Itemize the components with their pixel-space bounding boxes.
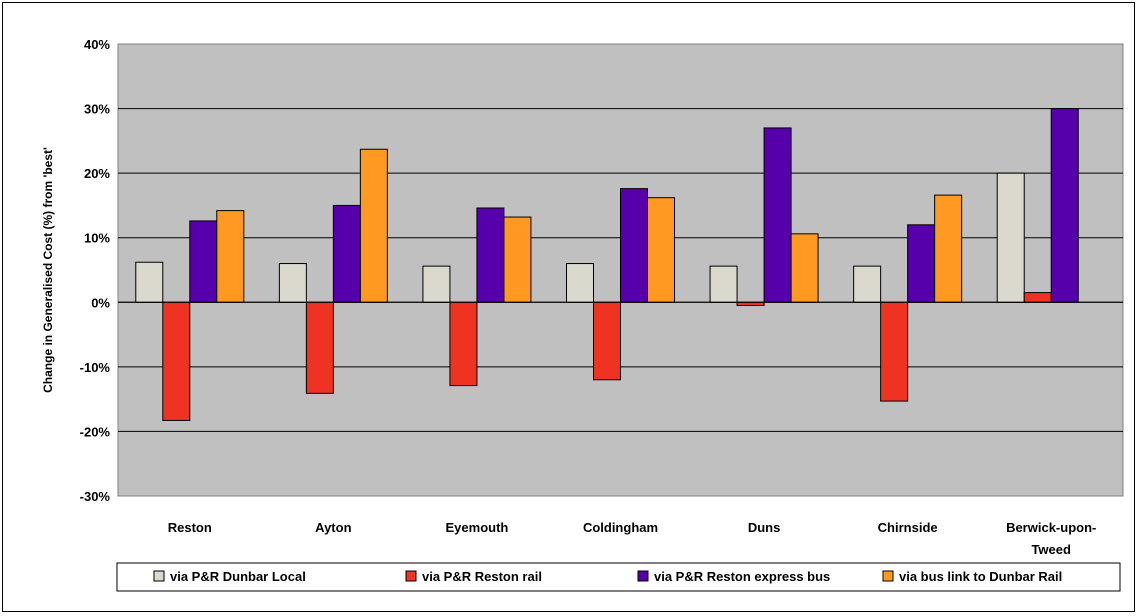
legend-swatch-dunbar-local [153, 570, 165, 582]
legend-swatch-reston-express-bus [637, 570, 649, 582]
y-axis-tick-labels: -30% -20% -10% 0% 10% 20% 30% 40% [80, 37, 111, 504]
x-tick-label: Coldingham [583, 520, 658, 535]
y-tick-label: -10% [80, 360, 111, 375]
x-tick-label: Berwick-upon-Tweed [1006, 520, 1096, 557]
legend-label-dunbar-local: via P&R Dunbar Local [170, 569, 306, 584]
bar [853, 265, 882, 303]
legend-label-reston-rail: via P&R Reston rail [422, 569, 542, 584]
x-tick-label: Ayton [315, 520, 351, 535]
bar [216, 210, 245, 303]
bar [189, 220, 218, 303]
bar [996, 172, 1025, 303]
legend-swatch-reston-rail [405, 570, 417, 582]
y-tick-label: 30% [84, 102, 110, 117]
bar [566, 263, 594, 303]
bar [647, 197, 675, 303]
legend-label-dunbar-rail-bus-link: via bus link to Dunbar Rail [899, 569, 1062, 584]
legend-label-reston-express-bus: via P&R Reston express bus [654, 569, 830, 584]
y-tick-label: 40% [84, 37, 110, 52]
y-tick-label: 10% [84, 231, 110, 246]
bar [1023, 292, 1052, 303]
x-tick-label: Reston [168, 520, 212, 535]
y-tick-label: -20% [80, 424, 111, 439]
bar [305, 301, 334, 394]
y-tick-label: 20% [84, 166, 110, 181]
y-tick-label: 0% [91, 295, 110, 310]
legend-box [116, 562, 1121, 592]
bar [278, 263, 307, 303]
bar [934, 194, 963, 303]
bar [476, 207, 505, 303]
x-tick-label: Eyemouth [446, 520, 509, 535]
bar [763, 127, 792, 303]
bar [593, 301, 621, 381]
y-tick-label: -30% [80, 489, 111, 504]
bar [709, 265, 738, 303]
bar [422, 265, 451, 303]
bar [620, 188, 648, 303]
bar [907, 224, 936, 303]
bar [359, 148, 388, 303]
bar [1050, 108, 1079, 303]
bar [503, 216, 532, 303]
x-tick-label: Chirnside [878, 520, 938, 535]
bar [790, 233, 819, 303]
bar [332, 204, 361, 303]
bar [162, 301, 191, 421]
x-axis-tick-labels: Reston Ayton Eyemouth Coldingham Duns Chirnsi… [168, 520, 1097, 557]
bar [135, 261, 164, 303]
y-axis-title: Change in Generalised Cost (%) from 'bes… [41, 147, 55, 393]
bar [880, 301, 909, 402]
x-tick-label: Duns [748, 520, 781, 535]
legend: via P&R Dunbar Local via P&R Reston rail… [116, 562, 1121, 592]
legend-swatch-dunbar-rail-bus-link [882, 570, 894, 582]
bar [449, 301, 478, 387]
